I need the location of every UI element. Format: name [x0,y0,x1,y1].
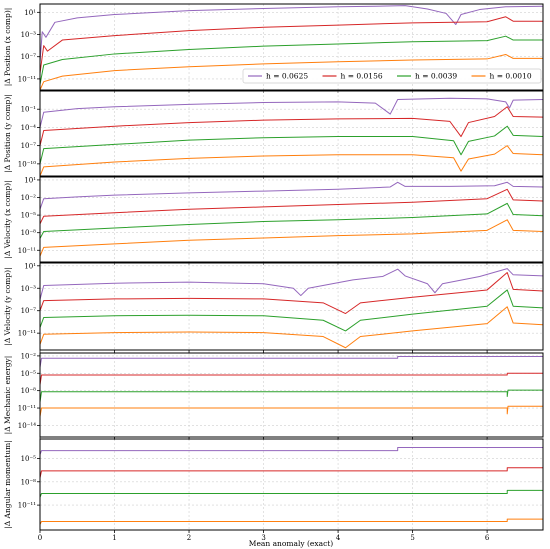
y-tick-label: 10⁻⁷ [21,142,37,150]
series-line-h-0-0039 [40,289,543,332]
y-tick-label: 10⁻¹¹ [18,330,36,338]
y-tick-label: 10⁻⁴ [21,124,37,132]
series-line-h-0-0010 [40,53,543,90]
panel-2: 10⁻¹ 10⁻⁴ 10⁻⁷ 10⁻¹⁰ |Δ Position (y comp)| [3,90,544,179]
series-line-h-0-0625 [40,268,543,300]
series-line-h-0-0156 [40,272,543,315]
series-line-h-0-0010 [40,405,543,417]
y-tick-label: 10⁻⁸ [21,229,37,237]
x-tick-label: 5 [410,534,414,542]
y-axis-label: |Δ Velocity (y comp)| [3,267,12,345]
legend-label: h = 0.0010 [490,72,532,81]
y-tick-label: 10⁻¹ [21,106,37,114]
y-tick-label: 10⁻³ [21,31,37,39]
legend-label: h = 0.0156 [341,72,383,81]
series-line-h-0-0625 [40,97,543,128]
panel-5: 10⁻² 10⁻⁵ 10⁻⁸ 10⁻¹¹ 10⁻¹⁴ |Δ Mechanic energy… [3,352,544,440]
x-tick-label: 6 [485,534,490,542]
panel-frame [39,438,544,531]
y-tick-label: 10¹ [24,262,36,270]
x-tick-label: 3 [261,534,265,542]
y-tick-label: 10¹ [24,9,36,17]
series-line-h-0-0625 [40,5,543,63]
series-line-h-0-0625 [40,355,543,368]
series-line-h-0-0156 [40,16,543,74]
y-axis-label: |Δ Position (x comp)| [3,8,12,87]
series-line-h-0-0010 [40,306,543,349]
y-axis-label: |Δ Mechanic energy| [3,356,12,435]
y-axis-label: |Δ Angular momentum| [3,440,12,529]
y-tick-label: 10⁻⁷ [21,53,37,61]
panel-frame [39,90,544,177]
panel-4: 10¹ 10⁻³ 10⁻⁷ 10⁻¹¹ |Δ Velocity (y comp)| [3,262,544,353]
panel-frame [39,262,544,351]
panels-layer: 10¹ 10⁻³ 10⁻⁷ 10⁻¹¹ |Δ Position (x comp)| 10⁻… [3,3,544,542]
legend-label: h = 0.0039 [415,72,457,81]
series-line-h-0-0039 [40,125,543,164]
series-group [40,355,543,417]
series-group [40,268,543,349]
panel-3: 10¹ 10⁻² 10⁻⁵ 10⁻⁸ 10⁻¹¹ |Δ Velocity (x comp)… [3,176,544,265]
series-line-h-0-0010 [40,219,543,257]
x-tick-label: 1 [112,534,116,542]
y-tick-label: 10⁻⁸ [21,387,37,395]
y-tick-label: 10⁻⁷ [21,307,37,315]
series-line-h-0-0156 [40,188,543,225]
y-tick-label: 10⁻¹⁴ [18,422,36,430]
series-line-h-0-0039 [40,489,543,498]
y-tick-label: 10⁻⁵ [21,212,37,220]
x-axis-label: Mean anomaly (exact) [249,539,334,548]
series-line-h-0-0010 [40,518,543,525]
y-tick-label: 10⁻³ [21,285,37,293]
x-tick-label: 0 [38,534,42,542]
panel-frame [39,3,544,91]
series-line-h-0-0039 [40,202,543,239]
y-tick-label: 10⁻¹¹ [18,75,36,83]
y-tick-label: 10⁻¹⁰ [18,160,36,168]
y-tick-label: 10⁻² [21,194,37,202]
y-tick-label: 10⁻² [21,352,37,360]
series-line-h-0-0156 [40,106,543,146]
series-group [40,97,543,176]
legend: h = 0.0625 h = 0.0156 h = 0.0039 h = 0.0010 [242,68,542,84]
series-group [40,181,543,257]
panel-frame [39,176,544,263]
x-tick-label: 2 [187,534,191,542]
series-line-h-0-0039 [40,35,543,85]
series-line-h-0-0156 [40,467,543,478]
y-tick-label: 10¹ [24,176,36,184]
series-line-h-0-0039 [40,389,543,403]
series-line-h-0-0010 [40,145,543,176]
series-line-h-0-0625 [40,181,543,210]
legend-box [242,68,542,84]
series-group [40,447,543,525]
series-line-h-0-0156 [40,372,543,385]
legend-label: h = 0.0625 [266,72,308,81]
series-line-h-0-0625 [40,447,543,455]
panel-1: 10¹ 10⁻³ 10⁻⁷ 10⁻¹¹ |Δ Position (x comp)| [3,3,544,93]
x-tick-label: 4 [336,534,341,542]
y-tick-label: 10⁻⁵ [21,370,37,378]
series-group [40,5,543,90]
y-tick-label: 10⁻⁵ [21,455,37,463]
y-axis-label: |Δ Position (y comp)| [3,94,12,173]
y-tick-label: 10⁻¹¹ [18,247,36,255]
y-tick-label: 10⁻¹¹ [18,502,36,510]
y-tick-label: 10⁻¹¹ [18,405,36,413]
y-tick-label: 10⁻⁸ [21,478,37,486]
panel-6: 10⁻⁵ 10⁻⁸ 10⁻¹¹ |Δ Angular momentum| 0 1 2 3 4 5 6 [3,438,544,542]
y-axis-label: |Δ Velocity (x comp)| [3,180,12,258]
panel-frame [39,352,544,438]
